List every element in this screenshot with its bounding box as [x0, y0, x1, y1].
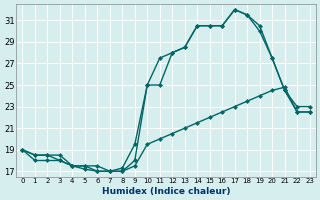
- X-axis label: Humidex (Indice chaleur): Humidex (Indice chaleur): [102, 187, 230, 196]
